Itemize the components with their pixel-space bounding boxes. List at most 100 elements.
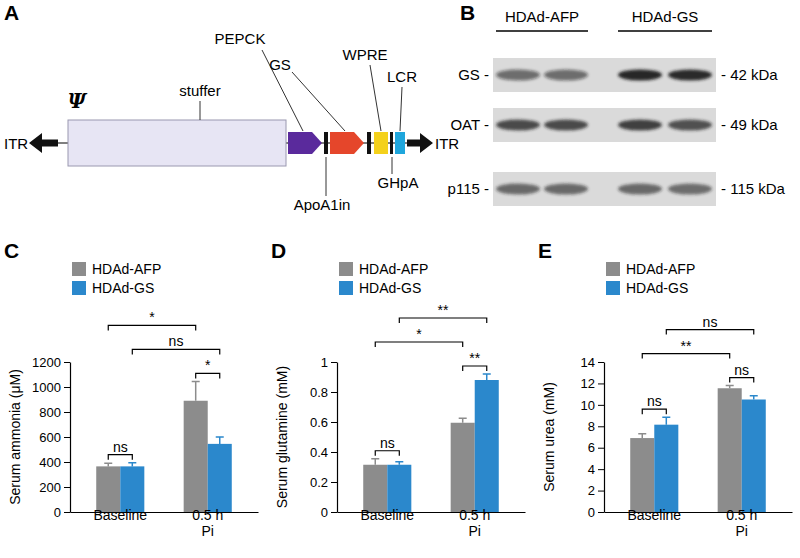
row-label: OAT -: [450, 116, 489, 133]
y-axis: 020040060080010001200: [32, 355, 70, 520]
itr-arrow: [29, 133, 58, 153]
y-tick-mark: [331, 362, 337, 363]
legend-swatch: [72, 281, 86, 295]
element-box: [374, 132, 388, 154]
significance: ns: [108, 439, 132, 460]
significance-bracket: [642, 409, 666, 414]
panel-label: C: [4, 239, 19, 262]
y-tick-mark: [64, 412, 70, 413]
element-label: PEPCK: [215, 30, 266, 47]
significance-label: ns: [703, 314, 718, 330]
y-tick: 6: [588, 440, 604, 455]
legend-label: HDAd-GS: [359, 280, 421, 296]
legend: HDAd-AFPHDAd-GS: [72, 261, 161, 296]
element-label: LCR: [387, 68, 417, 85]
element-bar: [390, 132, 393, 154]
y-axis-title: Serum glutamine (mM): [274, 366, 290, 508]
size-label: - 42 kDa: [721, 66, 778, 83]
x-tick: 0.5 hPi: [726, 507, 757, 539]
element-label: stuffer: [179, 82, 220, 99]
leader-line: [292, 72, 345, 131]
blot-band: [544, 184, 588, 195]
plot-area: [363, 374, 499, 512]
y-tick-mark: [64, 437, 70, 438]
significance-label: *: [149, 309, 155, 325]
y-tick-mark: [64, 512, 70, 513]
y-tick: 600: [39, 430, 70, 445]
legend-swatch: [606, 262, 620, 276]
blot-strip: [493, 108, 716, 142]
significance-bracket: [730, 378, 754, 383]
significance-label: *: [205, 357, 211, 373]
error-bar: [104, 463, 112, 466]
y-tick-label: 6: [588, 440, 595, 455]
y-tick-mark: [331, 392, 337, 393]
y-tick-label: 600: [39, 430, 61, 445]
x-tick-label: Baseline: [93, 507, 147, 523]
y-tick-label: 200: [39, 480, 61, 495]
significance: **: [642, 338, 729, 359]
significance: ns: [666, 314, 753, 335]
legend-swatch: [606, 281, 620, 295]
figure: ABCDEITRΨstufferPEPCKApoA1inGSWPREGHpALC…: [0, 0, 800, 558]
y-tick: 0.6: [310, 415, 337, 430]
y-tick: 2: [588, 483, 604, 498]
significance-label: ns: [734, 362, 749, 378]
legend-swatch: [72, 262, 86, 276]
error-bar: [395, 462, 403, 465]
y-tick-label: 1000: [32, 380, 61, 395]
significance: ns: [730, 362, 754, 383]
x-tick: 0.5 hPi: [192, 507, 223, 539]
bar: [387, 465, 411, 512]
y-tick: 1: [321, 355, 337, 370]
bar: [742, 400, 766, 513]
y-tick-label: 8: [588, 419, 595, 434]
y-tick: 8: [588, 419, 604, 434]
significance-bracket: [108, 455, 132, 460]
y-tick-mark: [331, 452, 337, 453]
x-axis: Baseline0.5 hPi: [605, 507, 793, 539]
y-tick: 12: [581, 376, 604, 391]
error-bar: [371, 459, 379, 465]
y-tick: 0.2: [310, 475, 337, 490]
y-tick-label: 0: [321, 505, 328, 520]
y-tick: 0.8: [310, 385, 337, 400]
y-tick-label: 0.6: [310, 415, 328, 430]
bar: [184, 401, 208, 512]
bar: [718, 388, 742, 512]
error-bar: [662, 417, 670, 425]
blot-band: [544, 70, 588, 81]
group-line: [618, 30, 712, 32]
significance: ns: [642, 393, 666, 414]
y-tick-label: 4: [588, 462, 595, 477]
row-label: GS -: [458, 66, 489, 83]
y-tick-label: 2: [588, 483, 595, 498]
blot-band: [668, 70, 712, 81]
element-arrow: [330, 132, 364, 154]
legend-swatch: [339, 262, 353, 276]
x-tick-label: Baseline: [360, 507, 414, 523]
significance: ns: [375, 435, 399, 456]
legend: HDAd-AFPHDAd-GS: [606, 261, 695, 296]
blot-band: [618, 120, 662, 131]
element-label: ApoA1in: [294, 196, 351, 213]
leader-line: [400, 87, 402, 131]
y-tick-mark: [598, 383, 604, 384]
significance-label: ns: [380, 435, 395, 451]
y-tick-mark: [598, 512, 604, 513]
plot-area: [96, 381, 232, 512]
y-axis: 02468101214: [581, 355, 605, 520]
y-axis-line: [337, 363, 338, 513]
element-label: WPRE: [343, 46, 388, 63]
element-bar: [324, 132, 328, 154]
y-axis-title: Serum ammonia (μM): [7, 369, 23, 505]
bar-chart: 00.20.40.60.81Baseline0.5 hPiSerum gluta…: [274, 261, 526, 539]
element-label: GHpA: [378, 174, 419, 191]
blot-strip: [493, 172, 716, 206]
panel-label: A: [4, 1, 19, 24]
y-axis-line: [70, 363, 71, 513]
y-tick-mark: [331, 512, 337, 513]
element-label: ITR: [4, 135, 28, 152]
legend-label: HDAd-AFP: [626, 261, 695, 277]
blot-band: [668, 120, 712, 131]
